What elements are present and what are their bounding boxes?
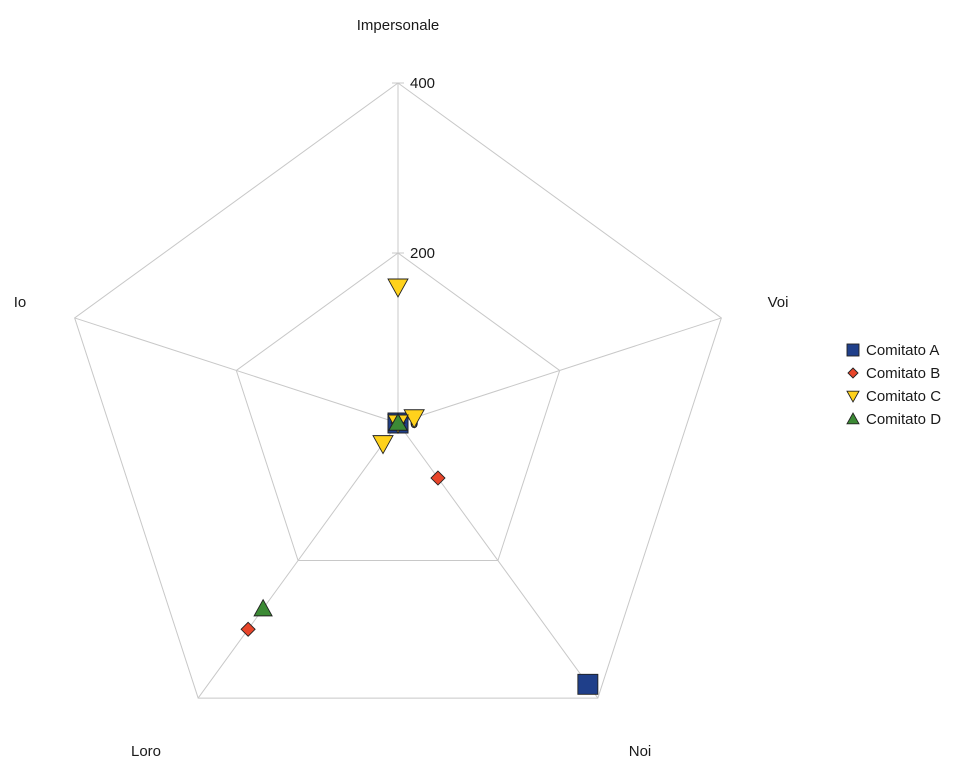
axis-label-noi: Noi [629,743,652,760]
legend: Comitato A Comitato B Comitato C Comitato D [846,342,941,428]
data-points [240,278,599,695]
spoke-3 [197,422,399,699]
legend-label-comitato-d: Comitato D [866,411,941,428]
axis-label-voi: Voi [768,294,789,311]
axis-label-loro: Loro [131,743,161,760]
legend-label-comitato-c: Comitato C [866,388,941,405]
point-comitato-c-loro [372,435,394,455]
grid-ring-200 [235,252,561,562]
legend-label-comitato-a: Comitato A [866,342,939,359]
point-comitato-c-voi [403,409,425,429]
point-comitato-a-noi [577,673,599,695]
point-comitato-d-io [388,413,408,431]
legend-marker-comitato-b [847,367,859,379]
point-comitato-b-loro [240,621,256,637]
axis-labels: Impersonale Voi Noi Loro Io [14,17,789,760]
point-comitato-c-impersonale [387,278,409,298]
tick-label-200: 200 [410,245,435,262]
axis-label-io: Io [14,294,27,311]
legend-marker-comitato-c [846,390,860,403]
point-comitato-d-loro [253,598,273,617]
grid-ring-400 [74,82,722,699]
radar-grid [74,82,722,699]
legend-marker-comitato-a [846,343,860,357]
spoke-4 [74,317,399,424]
point-comitato-b-noi [430,470,446,486]
spoke-2 [397,422,599,699]
legend-label-comitato-b: Comitato B [866,365,940,382]
axis-label-impersonale: Impersonale [357,17,440,34]
legend-marker-comitato-d [846,412,860,425]
tick-label-400: 400 [410,75,435,92]
tick-labels: 0200400 [410,75,435,432]
spoke-1 [397,317,722,424]
